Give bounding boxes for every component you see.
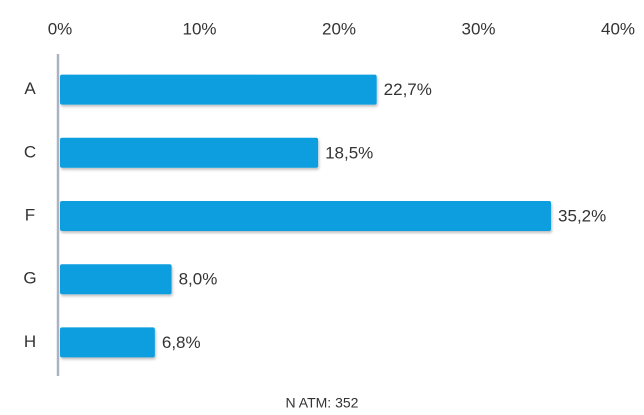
value-label: 35,2% [558, 206, 606, 225]
value-label: 18,5% [325, 143, 373, 162]
value-label: 8,0% [179, 270, 218, 289]
y-tick-label: A [24, 79, 36, 98]
y-tick-label: F [25, 205, 35, 224]
value-label: 22,7% [384, 80, 432, 99]
bar [60, 264, 172, 295]
x-tick-label: 20% [322, 19, 356, 38]
note: N ATM: 352 [286, 395, 359, 411]
bar [60, 74, 377, 105]
x-tick-label: 30% [461, 19, 495, 38]
value-label: 6,8% [162, 333, 201, 352]
y-tick-label: H [24, 332, 36, 351]
bar [60, 137, 319, 168]
x-tick-label: 10% [182, 19, 216, 38]
x-tick-label: 40% [601, 19, 635, 38]
y-tick-label: G [23, 269, 36, 288]
y-tick-label: C [24, 142, 36, 161]
x-tick-label: 0% [48, 19, 73, 38]
bar [60, 201, 552, 231]
bar [60, 327, 155, 358]
